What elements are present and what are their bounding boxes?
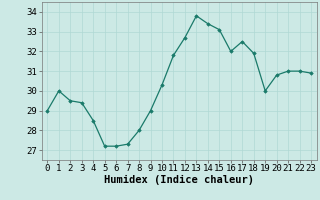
X-axis label: Humidex (Indice chaleur): Humidex (Indice chaleur)	[104, 175, 254, 185]
